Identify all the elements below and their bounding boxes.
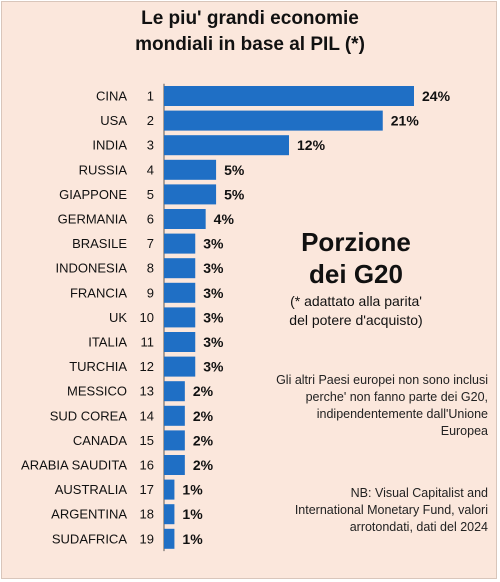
value-label: 21% — [391, 113, 420, 129]
eu-note-line-1: Gli altri Paesi europei non sono inclusi — [276, 373, 488, 387]
value-label: 24% — [422, 88, 451, 104]
bar — [164, 307, 196, 328]
bar — [164, 209, 206, 229]
rank-label: 18 — [140, 507, 154, 522]
rank-label: 13 — [140, 384, 154, 399]
eu-note-line-2: perche' non fanno parte dei G20, — [305, 390, 488, 404]
category-label: INDONESIA — [55, 261, 127, 276]
value-label: 3% — [203, 309, 224, 325]
value-label: 1% — [182, 506, 203, 522]
source-note-line-1: NB: Visual Capitalist and — [350, 486, 488, 500]
chart-title-line-1: Le piu' grandi economie — [141, 8, 359, 29]
rank-label: 8 — [147, 261, 154, 276]
category-label: RUSSIA — [79, 162, 128, 177]
category-label: CANADA — [73, 433, 128, 448]
bar — [164, 430, 185, 451]
g20-share-label-line-1: Porzione — [301, 227, 411, 257]
category-label: UK — [109, 310, 127, 325]
rank-label: 15 — [140, 433, 154, 448]
source-note-line-3: arrotondati, dati del 2024 — [349, 520, 488, 534]
value-label: 5% — [224, 186, 245, 202]
category-label: INDIA — [92, 138, 127, 153]
rank-label: 5 — [147, 187, 154, 202]
bar — [164, 282, 196, 303]
rank-label: 1 — [147, 89, 154, 104]
category-label: AUSTRALIA — [55, 482, 128, 497]
bar — [164, 528, 175, 549]
source-note: NB: Visual Capitalist and International … — [230, 485, 488, 536]
value-label: 3% — [203, 236, 224, 252]
g20-share-label: Porzione dei G20 — [266, 226, 446, 290]
bar — [164, 455, 185, 475]
rank-label: 6 — [147, 212, 154, 227]
bar — [164, 356, 196, 377]
value-label: 2% — [193, 383, 214, 399]
bar — [164, 258, 196, 279]
rank-label: 14 — [140, 408, 154, 423]
value-label: 3% — [203, 285, 224, 301]
g20-share-label-line-2: dei G20 — [309, 259, 403, 289]
rank-label: 17 — [140, 482, 154, 497]
rank-label: 11 — [141, 335, 155, 350]
value-label: 2% — [193, 457, 214, 473]
value-label: 3% — [203, 334, 224, 350]
category-label: ARABIA SAUDITA — [21, 458, 127, 473]
category-label: MESSICO — [67, 384, 127, 399]
rank-label: 2 — [147, 113, 154, 128]
value-label: 3% — [203, 359, 224, 375]
value-label: 3% — [203, 260, 224, 276]
eu-countries-note: Gli altri Paesi europei non sono inclusi… — [230, 372, 488, 440]
bar — [164, 86, 414, 106]
rank-label: 7 — [147, 236, 154, 251]
value-label: 1% — [182, 482, 203, 498]
value-label: 12% — [297, 137, 326, 153]
rank-label: 10 — [140, 310, 154, 325]
bar — [164, 233, 196, 254]
eu-note-line-3: indipendentemente dall'Unione — [316, 407, 488, 421]
category-label: GERMANIA — [58, 212, 128, 227]
eu-note-line-4: Europea — [440, 424, 488, 438]
bar — [164, 381, 185, 402]
category-label: ARGENTINA — [51, 507, 127, 522]
ppp-note-line-1: (* adattato alla parita' — [290, 293, 422, 309]
category-label: SUDAFRICA — [52, 531, 127, 546]
bar — [164, 405, 185, 426]
bar — [164, 332, 196, 352]
category-label: BRASILE — [72, 236, 127, 251]
category-label: TURCHIA — [69, 359, 127, 374]
rank-label: 4 — [147, 162, 154, 177]
bar — [164, 504, 175, 525]
ppp-note: (* adattato alla parita' del potere d'ac… — [256, 292, 456, 330]
bar — [164, 184, 217, 205]
value-label: 5% — [224, 162, 245, 178]
category-label: CINA — [96, 89, 127, 104]
rank-label: 3 — [147, 138, 154, 153]
bar — [164, 110, 383, 131]
value-label: 4% — [214, 211, 235, 227]
rank-label: 19 — [140, 531, 154, 546]
category-label: FRANCIA — [70, 285, 127, 300]
chart-title-line-2: mondiali in base al PIL (*) — [135, 34, 365, 55]
category-label: USA — [100, 113, 127, 128]
rank-label: 16 — [140, 458, 154, 473]
chart-title: Le piu' grandi economie mondiali in base… — [0, 6, 500, 58]
category-label: GIAPPONE — [59, 187, 127, 202]
bar — [164, 479, 175, 500]
value-label: 2% — [193, 408, 214, 424]
source-note-line-2: International Monetary Fund, valori — [294, 503, 488, 517]
value-label: 1% — [182, 531, 203, 547]
category-label: SUD COREA — [50, 408, 128, 423]
category-label: ITALIA — [88, 335, 127, 350]
rank-label: 9 — [147, 285, 154, 300]
value-label: 2% — [193, 432, 214, 448]
ppp-note-line-2: del potere d'acquisto) — [289, 312, 423, 328]
rank-label: 12 — [140, 359, 154, 374]
bar — [164, 159, 217, 180]
bar — [164, 135, 289, 156]
